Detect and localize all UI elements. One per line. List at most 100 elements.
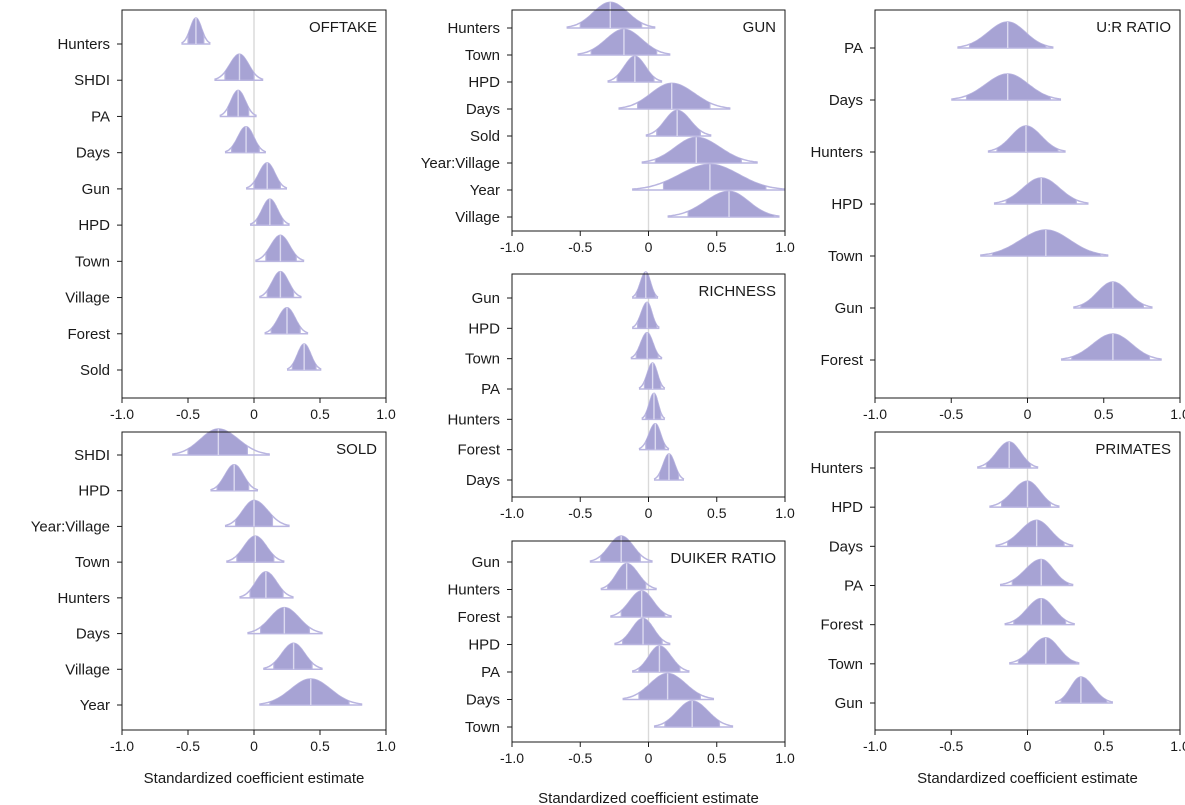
ridge-fill [663,164,766,190]
y-tick-label: Days [829,92,863,109]
panel-title: U:R RATIO [1096,19,1171,36]
y-tick-label: Town [75,554,110,571]
x-axis-label: Standardized coefficient estimate [538,790,759,805]
x-tick-label: -1.0 [110,738,134,754]
x-tick-label: 0 [1024,738,1032,754]
ridge-year [632,163,786,191]
y-tick-label: Gun [835,300,863,317]
ridge-fill [1080,282,1144,308]
y-tick-label: PA [481,664,500,681]
ridge-pa [219,89,257,118]
ridge-gun [1054,676,1114,704]
y-tick-label: Days [76,145,110,162]
y-tick-label: Forest [820,352,863,369]
x-tick-label: 0.5 [310,406,330,422]
y-tick-label: PA [91,108,110,125]
y-tick-label: Forest [67,326,110,343]
ridge-fill [580,2,642,29]
ridge-town [980,229,1109,257]
y-tick-label: HPD [831,499,863,516]
ridge-hpd [989,480,1060,508]
y-tick-label: Forest [457,442,500,459]
ridge-fill [638,673,701,700]
x-tick-label: 0.5 [310,738,330,754]
ridge-days [622,672,715,701]
ridge-fill [1061,677,1107,703]
x-tick-label: -0.5 [939,738,963,754]
x-tick-label: -1.0 [863,738,887,754]
y-tick-label: HPD [468,637,500,654]
panel-sold: SHDI HPD Year:Village Town Hunters Days Villag… [31,428,396,754]
ridge-days [247,606,323,635]
ridge-village [667,190,780,218]
ridge-hpd [607,55,663,83]
panel-primates: Hunters HPD Days PA Forest Town Gun PRIMATES -1.… [810,431,1185,787]
x-tick-label: 0 [645,750,653,766]
x-tick-label: 1.0 [775,239,795,255]
y-tick-label: Days [466,692,500,709]
ridge-town [577,28,671,56]
ridge-year-village [224,499,290,528]
ridge-days [618,82,731,110]
ridge-days [995,519,1074,548]
ridge-year [259,678,363,706]
ridge-forest [1060,333,1162,361]
ridge-village [259,270,302,299]
panel-duiker-ratio: Gun Hunters Forest HPD PA Days Town DUIKER RATI… [447,535,795,805]
y-tick-label: Town [828,248,863,265]
ridge-hunters [181,17,211,45]
ridge-hunters [641,392,666,421]
y-tick-label: Gun [835,695,863,712]
ridge-hunters [566,1,656,29]
y-tick-label: PA [844,578,863,595]
x-tick-label: 0 [645,239,653,255]
ridge-outline [980,229,1109,256]
ridge-sold [286,343,322,371]
panel-title: GUN [743,19,776,36]
ridge-fill [1007,520,1065,547]
y-tick-label: Village [455,209,500,226]
x-tick-label: 0.5 [707,239,727,255]
y-tick-label: Days [466,101,500,118]
x-tick-label: 0 [250,738,258,754]
y-tick-label: HPD [831,196,863,213]
y-tick-label: Gun [472,290,500,307]
ridge-fill [271,307,301,334]
y-tick-label: Hunters [57,36,110,53]
panel-title: RICHNESS [698,283,776,300]
ridge-year-village [641,136,758,164]
x-tick-label: -1.0 [110,406,134,422]
x-axis-label: Standardized coefficient estimate [144,770,365,787]
x-tick-label: -0.5 [176,738,200,754]
y-tick-label: HPD [78,483,110,500]
ridge-fill [1013,598,1066,625]
ridge-fill [1012,559,1069,586]
y-tick-label: Gun [472,554,500,571]
ridge-days [224,125,267,154]
x-tick-label: 1.0 [1170,738,1185,754]
ridge-fill [1018,637,1077,664]
ridge-days [951,73,1062,101]
ridge-fill [656,110,701,136]
y-tick-label: Town [465,719,500,736]
ridge-shdi [172,428,270,456]
ridge-pa [999,558,1074,587]
ridge-fill [269,679,349,705]
ridge-gun [589,535,653,563]
x-tick-label: 0 [645,505,653,521]
ridge-hpd [631,301,660,330]
y-tick-label: Sold [470,128,500,145]
ridge-town [653,700,734,728]
x-axis-label: Standardized coefficient estimate [917,770,1138,787]
y-tick-label: Days [466,472,500,489]
x-tick-label: -1.0 [500,750,524,766]
x-tick-label: -0.5 [568,239,592,255]
panel-title: SOLD [336,441,377,458]
y-tick-label: Days [76,626,110,643]
ridge-fill [655,137,742,163]
x-tick-label: -0.5 [568,505,592,521]
x-tick-label: -0.5 [176,406,200,422]
ridge-sold [645,109,712,137]
ridge-fill [217,464,249,491]
y-tick-label: Hunters [447,582,500,599]
